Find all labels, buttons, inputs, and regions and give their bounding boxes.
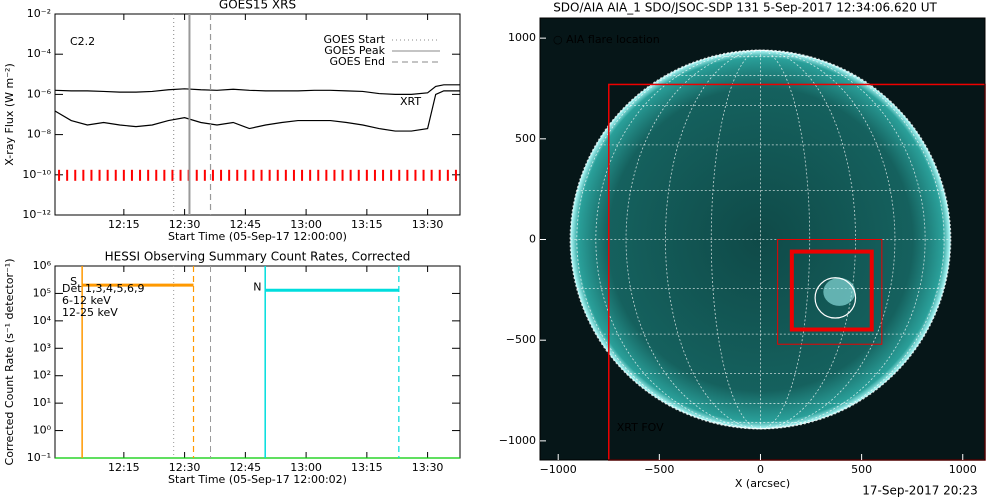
y-axis-label: Corrected Count Rate (s⁻¹ detector⁻¹)	[3, 259, 16, 466]
obs-label: N	[253, 280, 261, 293]
image-title: SDO/AIA AIA_1 SDO/JSOC-SDP 131 5-Sep-201…	[553, 1, 937, 15]
data-line	[54, 90, 460, 132]
limb	[569, 49, 952, 430]
x-tick-label: 13:00	[290, 218, 322, 231]
x-tick-label: 13:15	[351, 218, 383, 231]
xrt-fov-label: XRT FOV	[617, 421, 664, 434]
x-tick-label: 1000	[949, 463, 977, 476]
x-axis-label: X (arcsec)	[735, 477, 790, 490]
x-tick-label: −1000	[540, 463, 577, 476]
flare-bright	[823, 277, 856, 306]
x-tick-label: 13:30	[412, 461, 444, 474]
chart-title: GOES15 XRS	[219, 0, 296, 12]
y-tick-label: 10²	[33, 369, 51, 382]
x-tick-label: 12:45	[229, 218, 261, 231]
chart-title: HESSI Observing Summary Count Rates, Cor…	[105, 250, 411, 264]
y-tick-label: 10⁰	[33, 424, 52, 437]
y-tick-label: 10⁻⁸	[27, 128, 52, 141]
x-tick-label: 12:15	[108, 461, 140, 474]
legend-label: GOES Peak	[324, 44, 385, 57]
x-tick-label: 500	[851, 463, 872, 476]
y-axis-label: X-ray Flux (W m⁻²)	[3, 63, 16, 165]
obs-label: S	[70, 275, 77, 288]
x-tick-label: 13:00	[290, 461, 322, 474]
y-tick-label: 10⁻¹	[27, 451, 51, 464]
y-tick-label: 10⁴	[33, 314, 52, 327]
y-tick-label: 10⁶	[33, 259, 52, 272]
y-tick-label: 0	[529, 233, 536, 246]
y-tick-label: 10⁵	[33, 286, 51, 299]
legend-label: GOES End	[329, 55, 385, 68]
y-tick-label: 500	[515, 132, 536, 145]
y-tick-label: 10¹	[33, 396, 51, 409]
x-tick-label: 0	[757, 463, 764, 476]
x-tick-label: 13:15	[351, 461, 383, 474]
x-tick-label: 13:30	[412, 218, 444, 231]
x-tick-label: 12:30	[169, 218, 201, 231]
y-tick-label: −500	[506, 333, 536, 346]
plot-frame	[54, 13, 461, 216]
x-axis-label: Start Time (05-Sep-17 12:00:02)	[168, 473, 347, 486]
x-tick-label: 12:15	[108, 218, 140, 231]
flare-class: C2.2	[70, 35, 95, 48]
image-frame	[539, 17, 986, 461]
x-tick-label: −500	[644, 463, 674, 476]
xrt-label: XRT	[400, 95, 421, 108]
legend-label: 6-12 keV	[62, 294, 111, 307]
flare-circle	[814, 277, 857, 319]
footer: 17-Sep-2017 20:23	[862, 484, 977, 498]
legend-label: 12-25 keV	[62, 306, 118, 319]
y-tick-label: 10³	[33, 341, 51, 354]
y-tick-label: 10⁻¹⁰	[22, 168, 51, 181]
legend-label: GOES Start	[324, 33, 386, 46]
xrt-box	[789, 249, 874, 332]
x-tick-label: 12:45	[229, 461, 261, 474]
y-tick-label: 10⁻¹²	[22, 208, 51, 221]
x-axis-label: Start Time (05-Sep-17 12:00:00)	[168, 230, 347, 243]
y-tick-label: 1000	[508, 31, 536, 44]
x-tick-label: 12:30	[169, 461, 201, 474]
y-tick-label: 10⁻²	[27, 7, 51, 20]
xrt-box	[777, 239, 883, 345]
data-line	[54, 84, 460, 95]
y-tick-label: 10⁻⁶	[27, 87, 52, 100]
y-tick-label: −1000	[499, 434, 536, 447]
flare-legend: ○ AIA flare location	[553, 33, 660, 46]
y-tick-label: 10⁻⁴	[27, 47, 52, 60]
legend-label: Det 1,3,4,5,6,9	[62, 282, 145, 295]
